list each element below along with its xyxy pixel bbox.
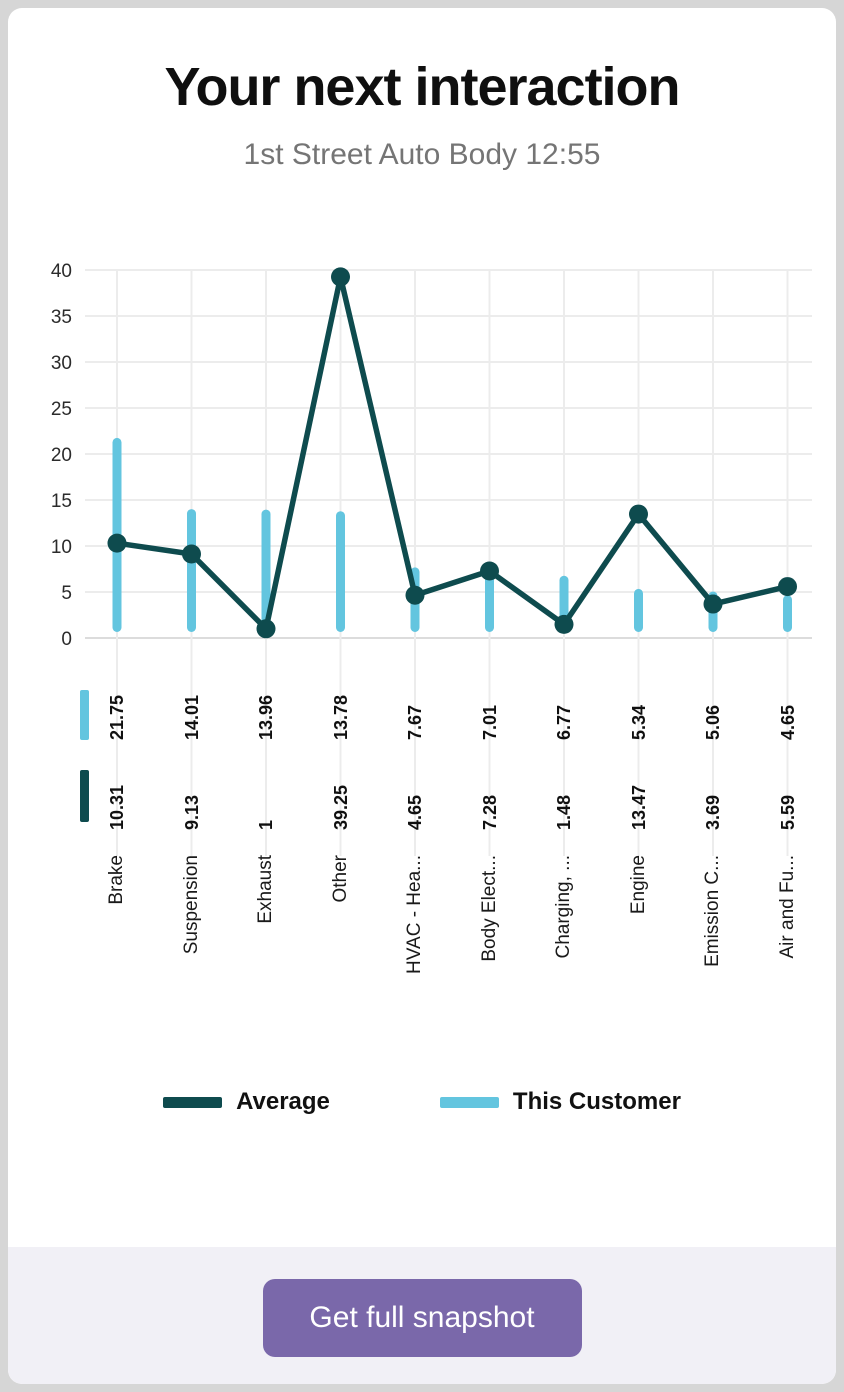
customer-bar[interactable] [634, 588, 643, 632]
page-title: Your next interaction [164, 57, 680, 117]
y-tick-label: 25 [51, 399, 72, 420]
y-tick-label: 5 [61, 583, 72, 604]
get-full-snapshot-button[interactable]: Get full snapshot [262, 1279, 582, 1357]
average-point[interactable] [331, 267, 350, 287]
average-point[interactable] [703, 594, 723, 614]
average-line [114, 274, 791, 632]
average-point[interactable] [107, 533, 127, 553]
average-point[interactable] [554, 614, 574, 634]
category-label: Emission C... [702, 855, 723, 967]
average-legend-swatch-icon [163, 1096, 223, 1108]
interaction-chart: 0 5 10 15 20 25 30 35 40 [51, 261, 812, 856]
category-label: Suspension [180, 855, 202, 955]
customer-bar[interactable] [336, 511, 345, 632]
category-label: Brake [106, 855, 127, 905]
average-point[interactable] [405, 585, 425, 605]
y-tick-label: 30 [51, 353, 72, 374]
category-label: Engine [627, 855, 649, 915]
legend-label-this-customer: This Customer [512, 1088, 681, 1115]
this-customer-legend-swatch-icon [439, 1096, 499, 1108]
category-label: Exhaust [255, 855, 276, 924]
snapshot-card: Your next interaction 1st Street Auto Bo… [8, 8, 836, 1384]
customer-bar[interactable] [187, 509, 196, 632]
card-footer: Get full snapshot [8, 1247, 836, 1384]
chart-legend: Average This Customer [8, 1086, 836, 1118]
average-point[interactable] [182, 544, 201, 564]
average-point[interactable] [629, 504, 648, 524]
legend-label-average: Average [236, 1088, 330, 1115]
customer-bar[interactable] [783, 595, 792, 632]
category-label: Air and Fu... [776, 855, 798, 959]
category-label: HVAC - Hea... [404, 855, 425, 974]
page-subtitle: 1st Street Auto Body 12:55 [243, 138, 601, 171]
average-point[interactable] [256, 619, 276, 639]
y-tick-label: 0 [61, 629, 72, 650]
customer-bar[interactable] [261, 509, 271, 632]
customer-bar[interactable] [485, 573, 494, 632]
category-label: Other [329, 855, 351, 903]
y-tick-label: 20 [51, 445, 72, 466]
legend-item-this-customer[interactable]: This Customer [439, 1088, 681, 1116]
average-point[interactable] [480, 561, 499, 581]
legend-item-average[interactable]: Average [163, 1088, 330, 1116]
y-tick-label: 15 [51, 491, 72, 512]
y-tick-label: 10 [51, 537, 72, 558]
category-label: Charging, ... [553, 855, 574, 959]
y-tick-label: 35 [51, 307, 72, 328]
y-tick-label: 40 [51, 261, 72, 282]
category-label: Body Elect... [478, 855, 500, 962]
average-point[interactable] [778, 577, 797, 597]
